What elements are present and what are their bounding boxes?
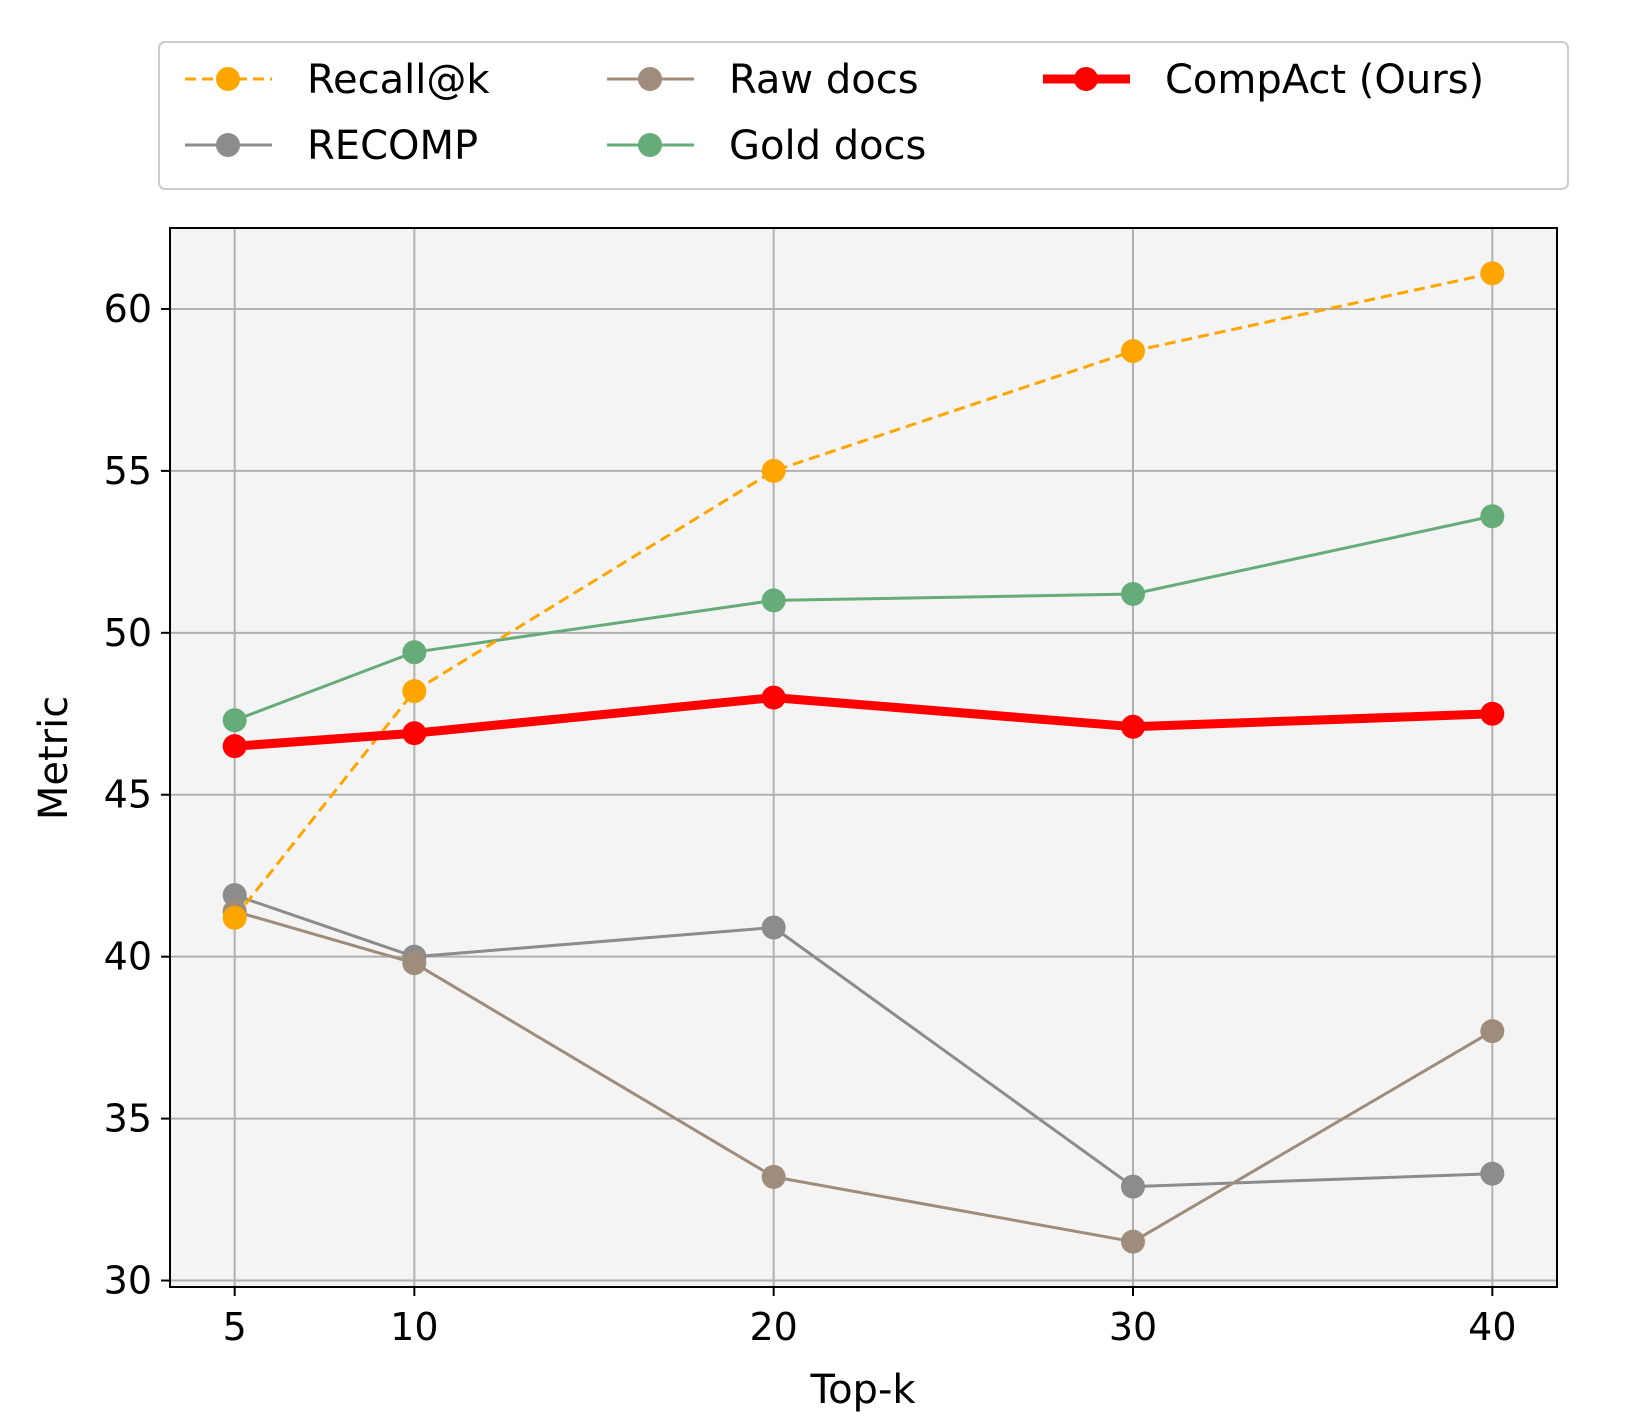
- legend-label: Raw docs: [729, 57, 919, 103]
- y-tick-label: 45: [104, 773, 152, 817]
- x-axis-label: Top-k: [809, 1367, 916, 1413]
- series-raw-docs: [222, 899, 1505, 1254]
- legend-frame: [158, 41, 1569, 190]
- plot-frame: [169, 227, 1558, 1288]
- data-point-compact-ours: [402, 721, 427, 746]
- legend-entry-compact-ours: CompAct (Ours): [1043, 57, 1484, 103]
- data-point-compact-ours: [1480, 701, 1505, 726]
- legend: Recall@k RECOMP Raw docs Gold docs CompAct (…: [158, 41, 1569, 190]
- plot-background: [170, 228, 1557, 1287]
- data-point-recomp: [761, 915, 786, 940]
- data-point-raw-docs: [402, 951, 427, 976]
- data-point-recomp: [1480, 1161, 1505, 1186]
- x-tick-label: 10: [390, 1305, 438, 1349]
- legend-entry-raw-docs: Raw docs: [607, 57, 919, 103]
- series-compact-ours: [222, 685, 1505, 759]
- legend-swatch-marker: [638, 133, 662, 157]
- data-point-gold-docs: [1480, 504, 1505, 529]
- x-tick-label: 5: [223, 1305, 247, 1349]
- data-point-recall-k: [1480, 261, 1505, 286]
- legend-swatch-marker: [638, 67, 662, 91]
- data-point-compact-ours: [761, 685, 786, 710]
- data-point-gold-docs: [402, 640, 427, 665]
- data-point-recall-k: [1120, 339, 1145, 364]
- y-tick-label: 60: [104, 287, 152, 331]
- legend-entry-recall-k: Recall@k: [185, 57, 490, 103]
- data-point-compact-ours: [1120, 714, 1145, 739]
- y-tick-label: 40: [104, 935, 152, 979]
- y-tick-label: 30: [104, 1259, 152, 1303]
- x-tick-label: 40: [1468, 1305, 1516, 1349]
- data-point-recomp: [1120, 1174, 1145, 1199]
- y-tick-label: 55: [104, 449, 152, 493]
- legend-label: CompAct (Ours): [1165, 57, 1484, 103]
- grid: [170, 228, 1557, 1287]
- legend-entry-gold-docs: Gold docs: [607, 123, 926, 169]
- data-point-raw-docs: [1120, 1229, 1145, 1254]
- series-recall-k: [222, 261, 1505, 930]
- legend-label: Recall@k: [307, 57, 490, 103]
- data-point-gold-docs: [1120, 581, 1145, 606]
- data-point-compact-ours: [222, 734, 247, 759]
- data-point-recall-k: [222, 905, 247, 930]
- data-point-gold-docs: [761, 588, 786, 613]
- data-point-raw-docs: [761, 1164, 786, 1189]
- data-point-raw-docs: [1480, 1019, 1505, 1044]
- legend-swatch-marker: [216, 67, 240, 91]
- data-point-recall-k: [761, 458, 786, 483]
- axis-ticks: 5 10 20 30 40 30 35 40 45 50 55 60: [104, 287, 1517, 1349]
- data-point-gold-docs: [222, 708, 247, 733]
- y-axis-label: Metric: [31, 696, 77, 820]
- series-layer: [222, 261, 1505, 1254]
- y-tick-label: 35: [104, 1097, 152, 1141]
- x-tick-label: 20: [749, 1305, 797, 1349]
- y-tick-label: 50: [104, 611, 152, 655]
- legend-label: RECOMP: [307, 123, 478, 169]
- series-line-recall-k: [233, 271, 1493, 919]
- data-point-recall-k: [402, 679, 427, 704]
- legend-swatch-marker: [216, 133, 240, 157]
- x-tick-label: 30: [1109, 1305, 1157, 1349]
- legend-entry-recomp: RECOMP: [185, 123, 478, 169]
- legend-label: Gold docs: [729, 123, 926, 169]
- series-gold-docs: [222, 504, 1505, 733]
- legend-swatch-marker: [1074, 67, 1098, 91]
